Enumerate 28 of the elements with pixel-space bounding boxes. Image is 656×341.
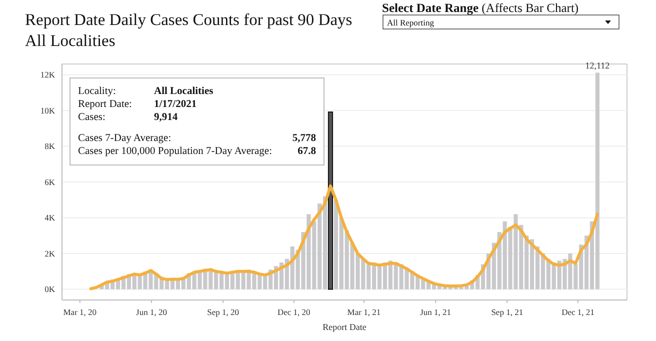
y-tick-label: 2K [44, 248, 56, 258]
y-tick-label: 6K [44, 176, 56, 187]
chart-title: Report Date Daily Cases Counts for past 90 Days [25, 10, 352, 29]
x-tick-label: Sep 1, 20 [207, 307, 240, 317]
y-tick-label: 0K [44, 284, 56, 294]
text: Report Date: 1/17/2021 [78, 99, 197, 110]
x-tick-label: Mar 1, 21 [347, 307, 381, 317]
x-tick-label: Dec 1, 21 [562, 307, 594, 317]
y-tick-label: 12K [40, 70, 56, 80]
x-tick-label: Jun 1, 20 [136, 307, 167, 317]
x-tick-label: Sep 1, 21 [491, 307, 524, 317]
chart-subtitle: All Localities [25, 31, 116, 50]
x-tick-label: Jun 1, 21 [420, 307, 452, 317]
x-axis-title: Report Date [322, 322, 366, 332]
x-tick-label: Mar 1, 20 [63, 307, 97, 317]
text: Cases per 100,000 Population 7-Day Average: 67.8 [78, 146, 316, 157]
y-tick-label: 4K [44, 212, 56, 223]
data-label: 12,112 [585, 60, 610, 71]
line-series [89, 184, 599, 290]
x-tick-label: Dec 1, 20 [278, 307, 310, 317]
text: Select Date Range (Affects Bar Chart) [382, 1, 579, 15]
text: Cases 7-Day Average: 5,778 [78, 133, 316, 144]
text: All Reporting [387, 18, 435, 28]
text: Locality: All Localities [78, 86, 214, 97]
y-tick-label: 10K [40, 105, 56, 116]
text: Cases: 9,914 [78, 112, 178, 123]
bar [328, 112, 334, 290]
y-tick-label: 8K [44, 141, 56, 152]
